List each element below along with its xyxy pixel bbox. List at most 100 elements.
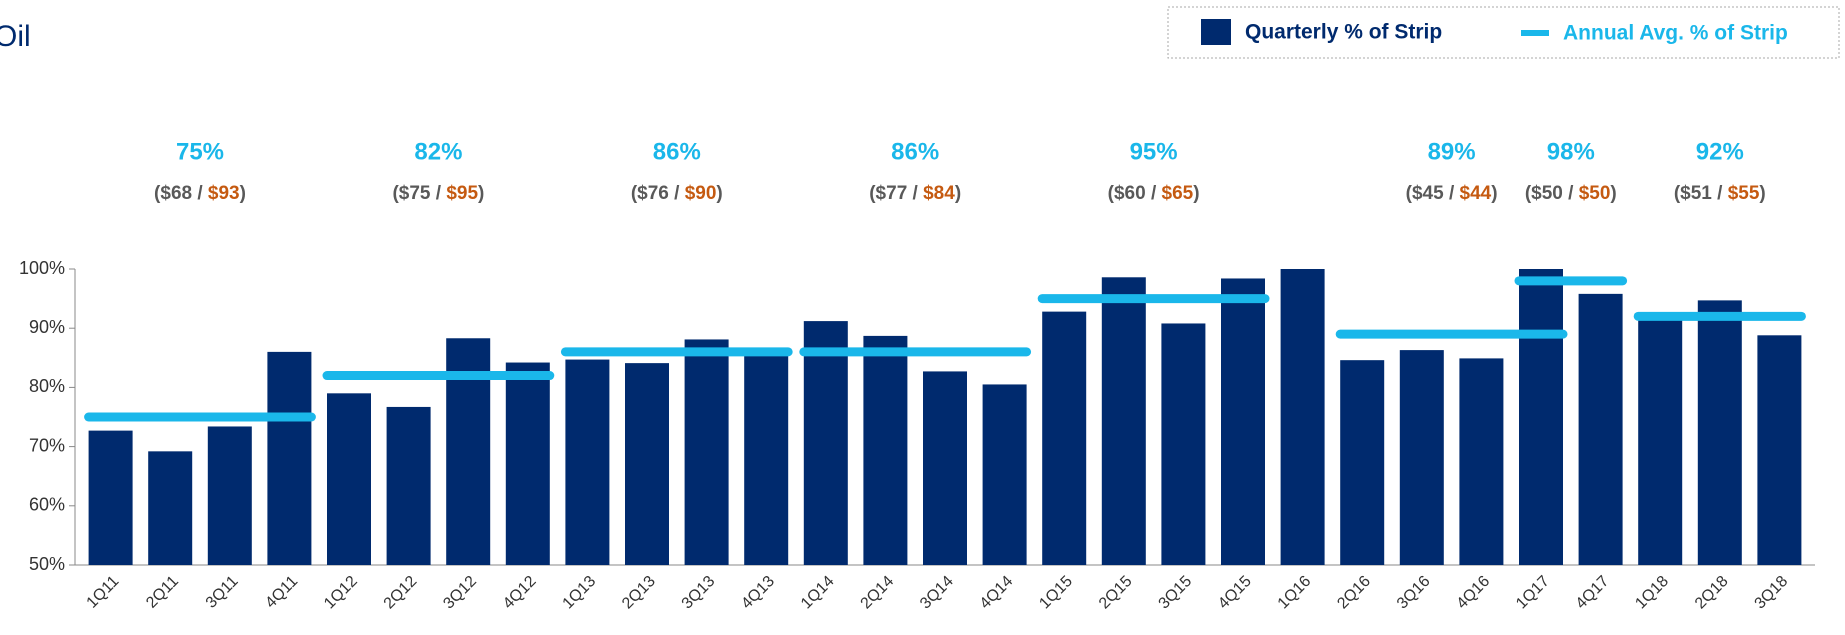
bar	[1161, 323, 1206, 565]
bar	[1042, 311, 1087, 565]
price-part: $44	[1460, 183, 1492, 204]
price-label: ($75 / $95)	[392, 183, 484, 204]
x-tick-label: 2Q13	[619, 573, 659, 613]
bar	[267, 351, 312, 565]
y-tick-label: 50%	[29, 554, 65, 574]
x-tick-label: 3Q13	[679, 573, 719, 613]
bar	[1101, 277, 1146, 565]
price-part: $55	[1728, 183, 1760, 204]
x-tick-label: 4Q11	[262, 573, 301, 612]
price-part: )	[1610, 183, 1616, 204]
price-part: )	[716, 183, 722, 204]
y-tick-label: 100%	[19, 258, 65, 278]
bar	[327, 393, 371, 565]
bar	[148, 451, 193, 565]
price-part: ($75 /	[392, 183, 446, 204]
bar	[923, 371, 967, 565]
bar	[1578, 293, 1623, 565]
bar	[625, 363, 669, 565]
price-label: ($60 / $65)	[1108, 183, 1200, 204]
x-tick-label: 4Q13	[738, 573, 778, 613]
legend-label: Quarterly % of Strip	[1245, 21, 1442, 44]
annual-avg-label: 86%	[891, 138, 939, 165]
bar	[863, 335, 908, 565]
annual-avg-label: 95%	[1130, 138, 1178, 165]
bar	[565, 359, 610, 565]
bar	[207, 426, 252, 565]
x-tick-label: 1Q17	[1513, 573, 1553, 613]
price-part: ($45 /	[1406, 183, 1460, 204]
x-tick-label: 2Q18	[1692, 573, 1732, 613]
x-tick-label: 1Q18	[1632, 573, 1672, 613]
annual-avg-label: 82%	[414, 138, 462, 165]
price-part: ($60 /	[1108, 183, 1162, 204]
bar	[803, 321, 848, 565]
bar	[1697, 300, 1742, 565]
price-part: )	[240, 183, 246, 204]
price-part: )	[1491, 183, 1497, 204]
x-tick-label: 3Q14	[917, 573, 957, 613]
price-part: $65	[1162, 183, 1194, 204]
price-part: ($76 /	[631, 183, 685, 204]
x-tick-label: 3Q16	[1394, 573, 1434, 613]
bar	[386, 406, 431, 565]
annual-avg-label: 86%	[653, 138, 701, 165]
legend-label: Annual Avg. % of Strip	[1563, 22, 1788, 45]
bar	[1221, 278, 1265, 565]
bar	[1757, 335, 1802, 565]
x-tick-label: 1Q14	[798, 573, 838, 613]
bar	[1340, 360, 1385, 565]
chart-title: Oil	[0, 20, 31, 53]
price-part: $84	[923, 183, 955, 204]
price-part: ($51 /	[1674, 183, 1728, 204]
x-tick-label: 1Q15	[1036, 573, 1076, 613]
y-tick-label: 60%	[29, 495, 65, 515]
price-part: )	[1193, 183, 1199, 204]
price-label: ($77 / $84)	[869, 183, 961, 204]
x-tick-label: 1Q12	[321, 573, 361, 613]
price-label: ($76 / $90)	[631, 183, 723, 204]
annual-avg-label: 75%	[176, 138, 224, 165]
price-part: $50	[1579, 183, 1611, 204]
price-label: ($68 / $93)	[154, 183, 246, 204]
x-tick-label: 3Q11	[203, 573, 242, 612]
price-label: ($50 / $50)	[1525, 183, 1617, 204]
x-tick-label: 4Q16	[1454, 573, 1494, 613]
x-tick-label: 4Q15	[1215, 573, 1255, 613]
price-part: $95	[446, 183, 478, 204]
bar	[1459, 358, 1504, 565]
bar	[982, 384, 1027, 565]
x-tick-label: 1Q13	[560, 573, 600, 613]
x-tick-label: 3Q18	[1752, 573, 1792, 613]
bar	[684, 339, 729, 565]
annual-avg-label: 92%	[1696, 138, 1744, 165]
x-tick-label: 2Q16	[1334, 573, 1374, 613]
price-part: ($50 /	[1525, 183, 1579, 204]
bar	[88, 430, 133, 565]
x-tick-label: 4Q12	[500, 573, 540, 613]
x-tick-label: 2Q14	[858, 573, 898, 613]
x-tick-label: 1Q11	[84, 573, 123, 612]
annual-avg-label: 89%	[1428, 138, 1476, 165]
price-part: $90	[685, 183, 717, 204]
y-tick-label: 90%	[29, 317, 65, 337]
y-tick-label: 80%	[29, 376, 65, 396]
price-part: )	[478, 183, 484, 204]
price-label: ($45 / $44)	[1406, 183, 1498, 204]
x-tick-label: 2Q11	[143, 573, 182, 612]
bar	[505, 362, 550, 565]
annual-avg-label: 98%	[1547, 138, 1595, 165]
bar	[1519, 269, 1563, 565]
price-part: )	[1759, 183, 1765, 204]
bar	[744, 352, 789, 565]
price-part: $93	[208, 183, 240, 204]
x-tick-label: 1Q16	[1275, 573, 1315, 613]
legend-swatch	[1201, 19, 1231, 45]
x-tick-label: 4Q14	[977, 573, 1017, 613]
bar	[1280, 269, 1325, 565]
price-part: ($68 /	[154, 183, 208, 204]
y-tick-label: 70%	[29, 435, 65, 455]
x-tick-label: 2Q12	[381, 573, 421, 613]
price-label: ($51 / $55)	[1674, 183, 1766, 204]
